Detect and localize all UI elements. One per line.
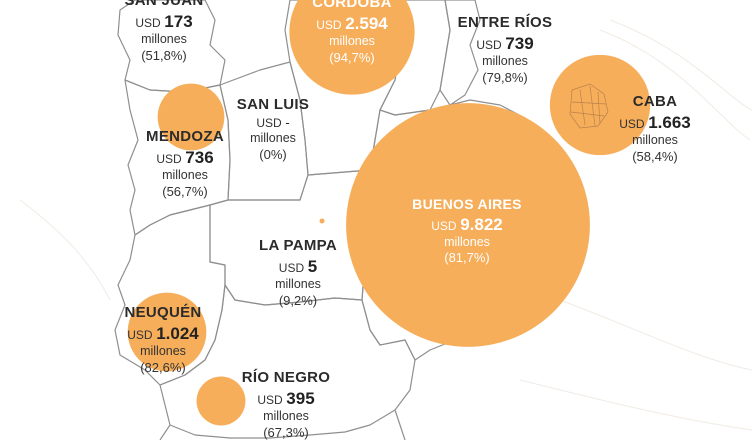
region-amount: 1.663 — [648, 112, 691, 132]
region-percent: (79,8%) — [482, 69, 528, 85]
bubble-caba — [549, 54, 651, 156]
currency-label: USD — [278, 260, 305, 275]
border-entre-rios — [439, 0, 481, 106]
region-label-cordoba: CÓRDOBA USD 2.594 millones (94,7%) — [312, 0, 392, 66]
currency-label: USD — [257, 392, 283, 407]
bubbles — [127, 0, 651, 426]
unit-label: millones — [329, 34, 375, 48]
currency-label: USD — [256, 115, 282, 130]
region-label-caba: CABA USD 1.663 millones (58,4%) — [619, 93, 691, 165]
region-percent: (67,3%) — [263, 424, 309, 440]
region-percent: (58,4%) — [632, 148, 678, 164]
region-amount: 173 — [164, 11, 193, 31]
region-label-buenos-aires: BUENOS AIRES USD 9.822 millones (81,7%) — [412, 196, 522, 267]
background-decoration — [19, 19, 752, 431]
region-amount: 1.024 — [156, 323, 199, 343]
border-chubut-2 — [394, 409, 406, 440]
bubble-rio-negro — [196, 376, 246, 426]
unit-label: millones — [141, 32, 187, 46]
unit-label: millones — [263, 409, 309, 423]
region-amount: 5 — [307, 256, 318, 276]
region-name: NEUQUÉN — [124, 304, 202, 321]
currency-label: USD — [127, 327, 153, 342]
region-amount: 2.594 — [345, 13, 388, 33]
region-name: RÍO NEGRO — [241, 369, 331, 386]
region-amount: 739 — [505, 33, 534, 53]
region-percent: (56,7%) — [162, 183, 208, 199]
unit-label: millones — [444, 234, 490, 249]
region-name: MENDOZA — [146, 128, 224, 145]
region-label-la-pampa: LA PAMPA USD 5 millones (9,2%) — [259, 237, 337, 309]
unit-label: millones — [140, 344, 186, 358]
unit-label: millones — [162, 168, 208, 182]
region-label-mendoza: MENDOZA USD 736 millones (56,7%) — [146, 128, 224, 200]
region-percent: (81,7%) — [444, 250, 490, 266]
currency-label: USD — [135, 15, 161, 30]
region-label-neuquen: NEUQUÉN USD 1.024 millones (82,6%) — [124, 304, 201, 376]
region-label-san-luis: SAN LUIS USD - millones (0%) — [237, 96, 309, 163]
region-amount: 395 — [286, 388, 315, 408]
region-percent: (94,7%) — [329, 49, 375, 65]
caba-detail — [569, 83, 609, 129]
bubble-neuquen — [127, 292, 207, 372]
region-name: ENTRE RÍOS — [457, 14, 553, 31]
region-label-entre-rios: ENTRE RÍOS USD 739 millones (79,8%) — [458, 14, 553, 86]
currency-label: USD — [156, 151, 182, 166]
region-name: SAN LUIS — [236, 96, 310, 113]
unit-label: millones — [275, 277, 321, 291]
border-chubut — [159, 424, 171, 440]
region-amount: 736 — [185, 147, 214, 167]
region-name: CABA — [632, 93, 678, 110]
bubble-cordoba — [289, 0, 415, 95]
region-name: BUENOS AIRES — [412, 196, 522, 212]
region-name: CÓRDOBA — [312, 0, 392, 11]
region-label-rio-negro: RÍO NEGRO USD 395 millones (67,3%) — [242, 369, 331, 441]
region-percent: (0%) — [259, 146, 287, 162]
currency-label: USD — [316, 17, 342, 32]
region-percent: (51,8%) — [141, 47, 187, 63]
currency-label: USD — [431, 218, 457, 233]
unit-label: millones — [482, 54, 528, 68]
region-percent: (82,6%) — [140, 359, 186, 375]
region-name: SAN JUAN — [124, 0, 204, 9]
region-name: LA PAMPA — [259, 237, 337, 254]
marker-dot — [319, 218, 325, 224]
region-label-san-juan: SAN JUAN USD 173 millones (51,8%) — [124, 0, 203, 64]
region-amount: 9.822 — [460, 214, 503, 234]
bubble-buenos-aires — [346, 103, 590, 347]
region-percent: (9,2%) — [278, 292, 318, 308]
bubble-mendoza — [157, 83, 225, 151]
unit-label: millones — [632, 133, 678, 147]
region-amount: - — [285, 114, 290, 130]
currency-label: USD — [476, 37, 502, 52]
unit-label: millones — [250, 131, 296, 145]
currency-label: USD — [619, 116, 645, 131]
